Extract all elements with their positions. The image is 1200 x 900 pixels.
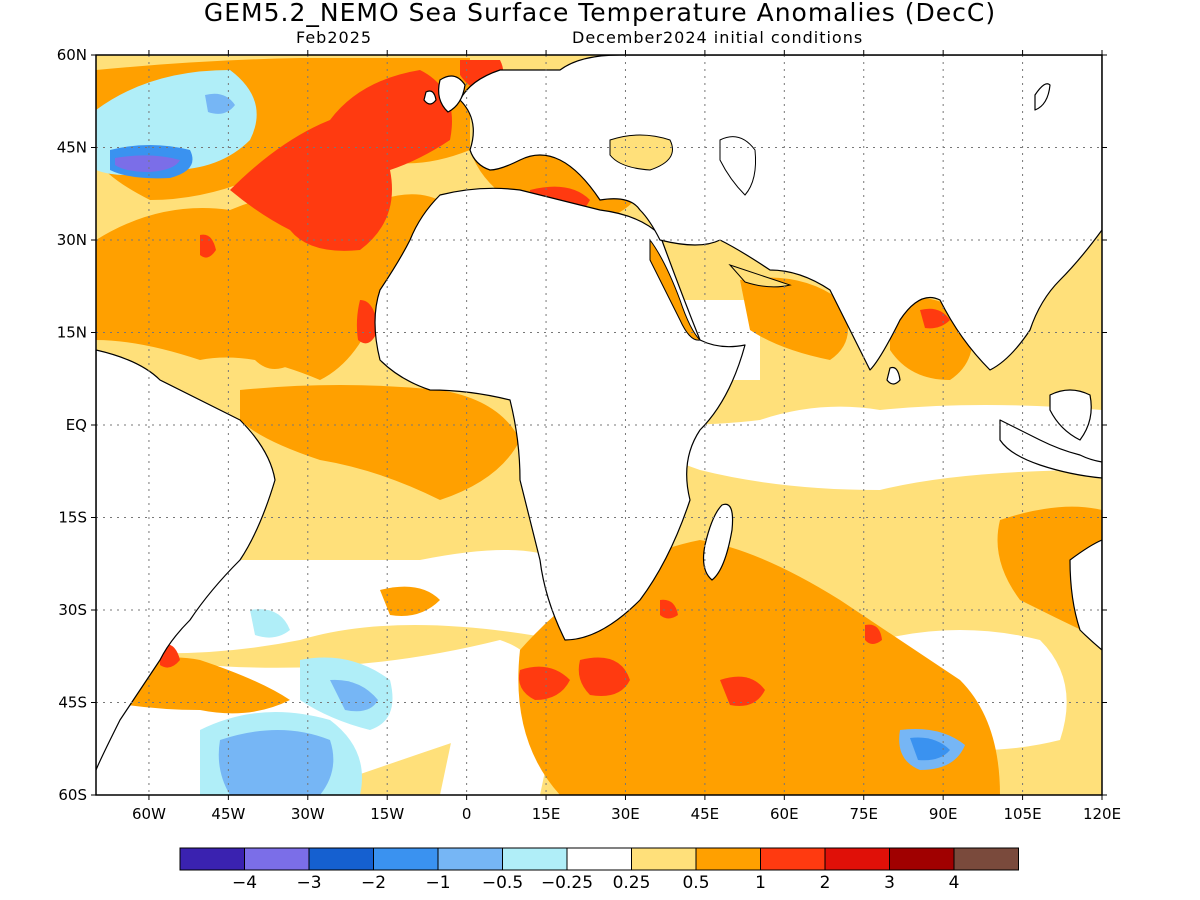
lon-tick-label: 15E xyxy=(532,805,561,823)
lon-tick-label: 45E xyxy=(691,805,720,823)
australia-landmass xyxy=(1069,539,1102,651)
map-area xyxy=(96,55,1102,795)
colorbar-swatch xyxy=(695,847,761,871)
chart-title: GEM5.2_NEMO Sea Surface Temperature Anom… xyxy=(203,0,997,27)
colorbar-swatch xyxy=(502,847,568,871)
colorbar-swatch xyxy=(889,847,955,871)
lat-tick-label: 30N xyxy=(57,231,87,249)
colorbar-label: −3 xyxy=(296,873,321,893)
land-outlines xyxy=(96,55,1102,771)
colorbar-label: 0.25 xyxy=(613,873,651,893)
colorbar-label: −4 xyxy=(232,873,257,893)
colorbar-label: 2 xyxy=(820,873,831,893)
colorbar-label: −1 xyxy=(425,873,450,893)
lat-tick-label: 15N xyxy=(57,324,87,342)
colorbar-swatch xyxy=(308,847,374,871)
lon-tick-label: 0 xyxy=(462,805,472,823)
lat-tick-label: 45S xyxy=(58,694,87,712)
lat-tick-label: EQ xyxy=(66,416,87,434)
colorbar-swatch xyxy=(566,847,632,871)
lat-tick-label: 45N xyxy=(57,139,87,157)
colorbar-label: −2 xyxy=(361,873,386,893)
south-america-landmass xyxy=(96,349,276,771)
lon-tick-label: 120E xyxy=(1083,805,1121,823)
colorbar-swatch xyxy=(760,847,826,871)
initial-conditions-label: December2024 initial conditions xyxy=(572,28,864,47)
colorbar-label: −0.25 xyxy=(541,873,593,893)
lon-tick-label: 105E xyxy=(1004,805,1042,823)
colorbar-label: 3 xyxy=(884,873,895,893)
colorbar-swatch xyxy=(437,847,503,871)
cool-regions xyxy=(96,70,965,795)
lon-tick-label: 30W xyxy=(291,805,325,823)
colorbar-swatch xyxy=(179,847,245,871)
lat-tick-label: 60N xyxy=(57,46,87,64)
british-isles xyxy=(438,75,466,113)
inland-seas xyxy=(609,134,792,341)
madagascar-landmass xyxy=(702,503,734,581)
lon-tick-label: 60E xyxy=(770,805,799,823)
colorbar-swatch xyxy=(373,847,439,871)
colorbar-label: 0.5 xyxy=(682,873,709,893)
lat-tick-label: 60S xyxy=(58,786,87,804)
indonesia-islands xyxy=(999,419,1102,479)
colorbar-swatch xyxy=(631,847,697,871)
lon-tick-label: 60W xyxy=(132,805,166,823)
lat-tick-label: 30S xyxy=(58,601,87,619)
forecast-month: Feb2025 xyxy=(296,28,373,47)
lon-tick-label: 15W xyxy=(370,805,404,823)
lon-tick-label: 75E xyxy=(849,805,878,823)
colorbar-labels: −4 −3 −2 −1 −0.5 −0.25 0.25 0.5 1 2 3 4 xyxy=(232,873,959,893)
colorbar-label: −0.5 xyxy=(482,873,523,893)
colorbar-swatch xyxy=(244,847,310,871)
axis-ticks xyxy=(91,50,1107,800)
colorbar-label: 4 xyxy=(949,873,960,893)
colorbar xyxy=(179,847,1019,871)
colorbar-label: 1 xyxy=(755,873,766,893)
colorbar-swatch xyxy=(824,847,890,871)
longitude-labels: 60W 45W 30W 15W 0 15E 30E 45E 60E 75E 90E 105E 120E xyxy=(132,805,1121,823)
africa-landmass xyxy=(374,187,746,641)
lon-tick-label: 30E xyxy=(611,805,640,823)
lon-tick-label: 45W xyxy=(211,805,245,823)
colorbar-swatch xyxy=(953,847,1019,871)
lat-tick-label: 15S xyxy=(58,509,87,527)
map-gridlines xyxy=(96,55,1102,795)
lon-tick-label: 90E xyxy=(929,805,958,823)
latitude-labels: 60N 45N 30N 15N EQ 15S 30S 45S 60S xyxy=(57,46,87,804)
